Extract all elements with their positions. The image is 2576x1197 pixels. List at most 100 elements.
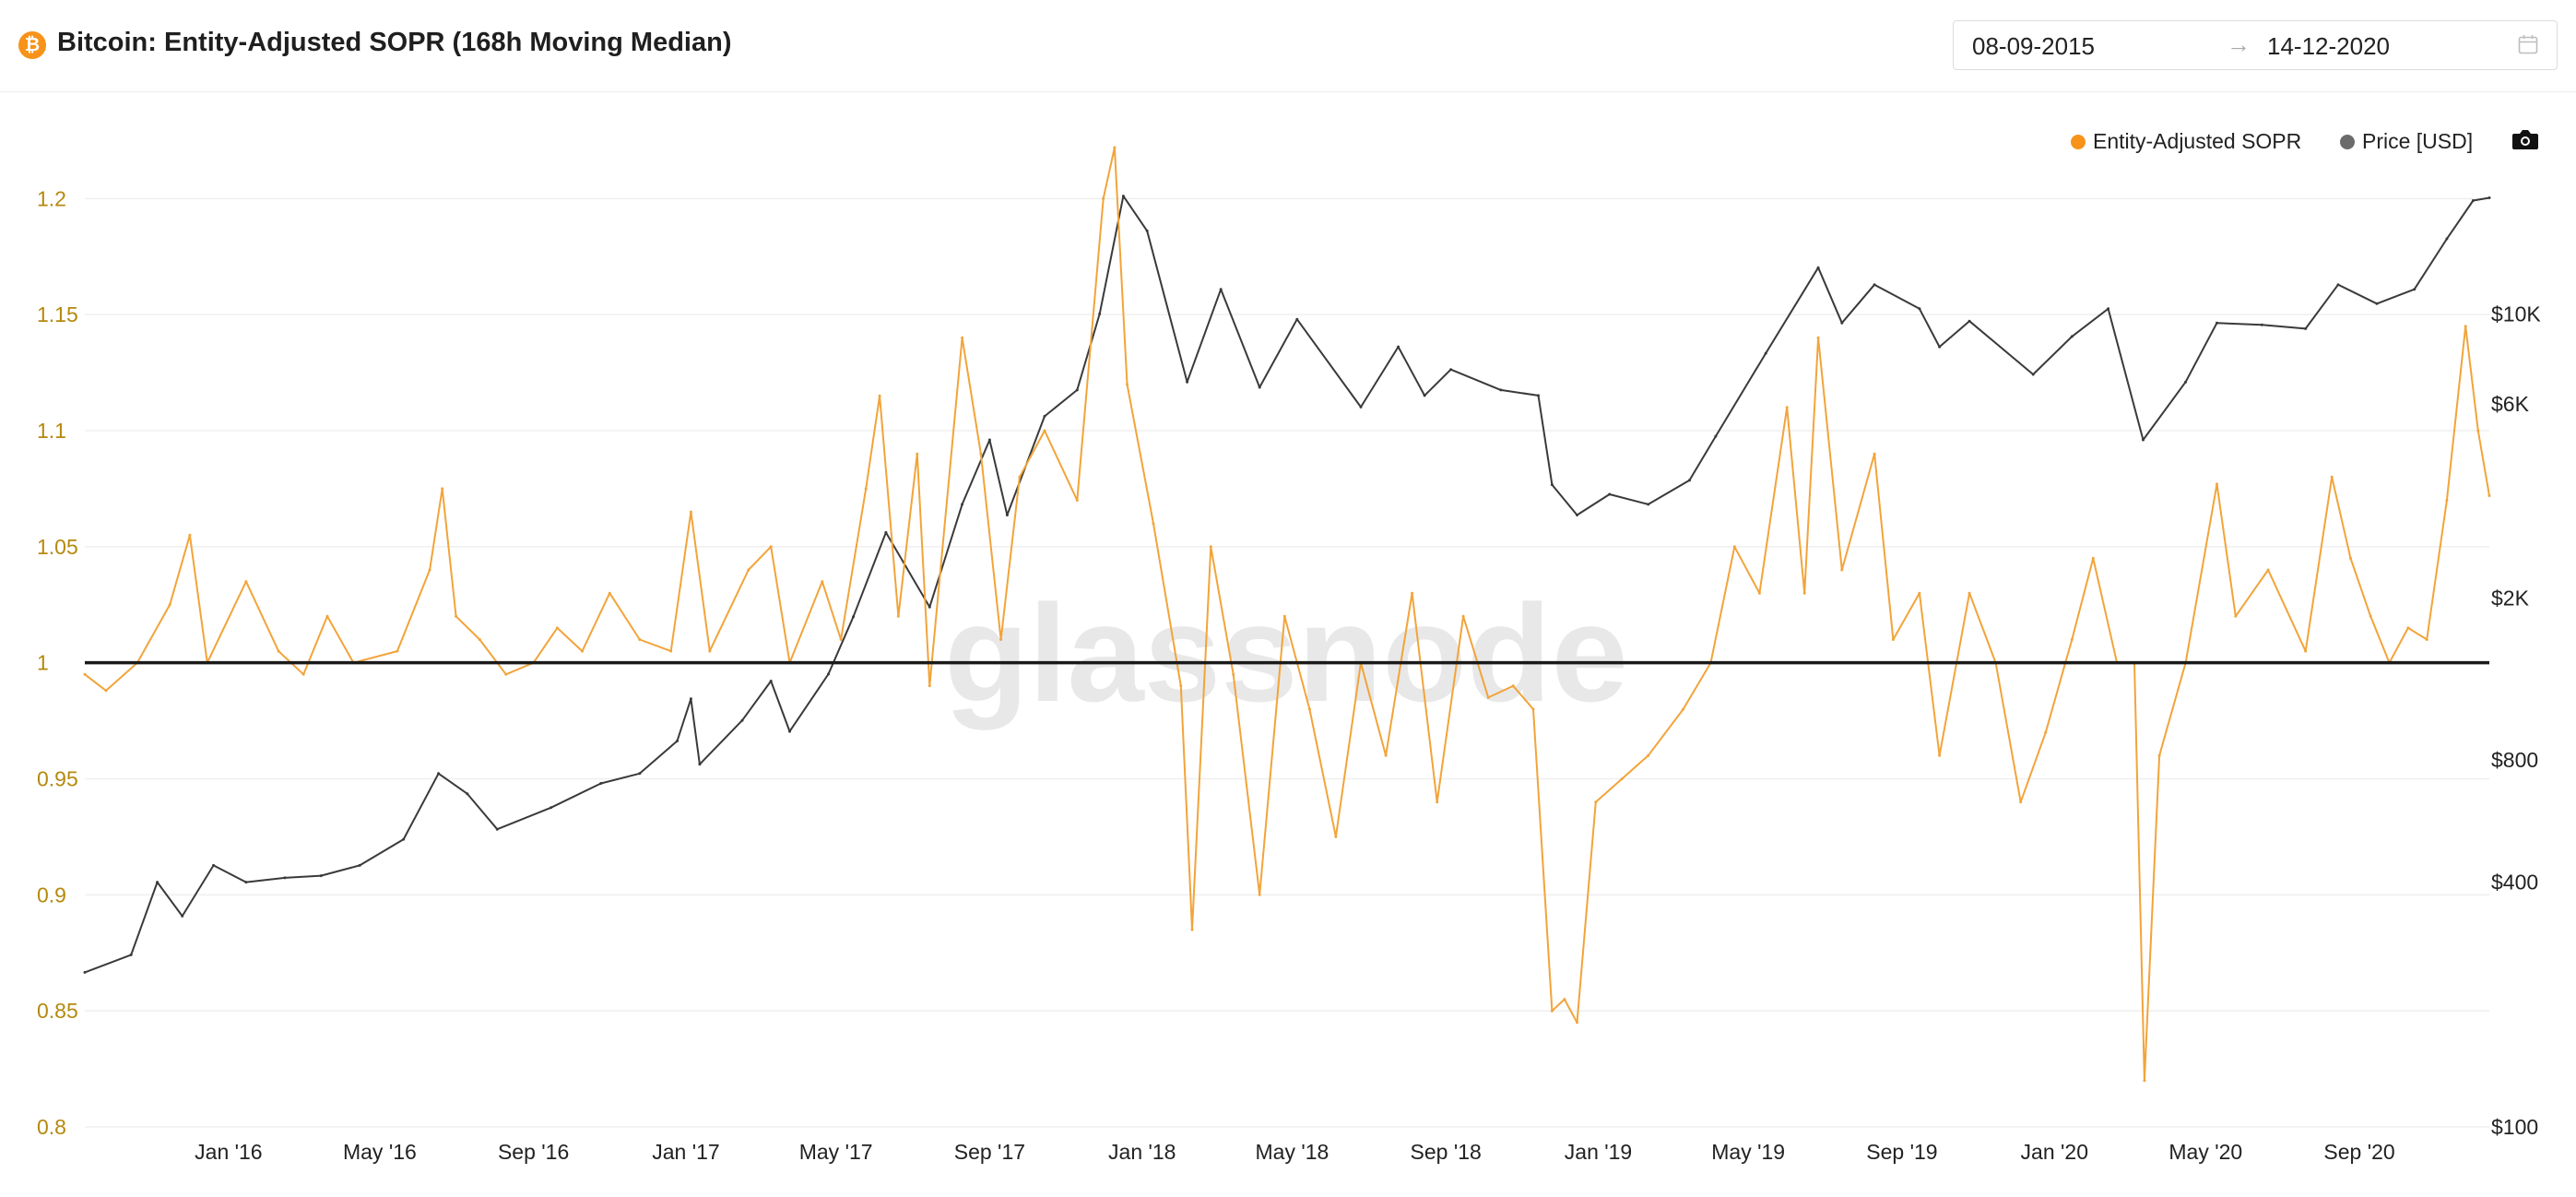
date-range-picker[interactable]: 08-09-2015 → 14-12-2020 bbox=[1953, 20, 2558, 70]
price-point bbox=[2487, 196, 2491, 199]
price-point bbox=[1938, 345, 1942, 349]
sopr-point bbox=[708, 649, 712, 653]
sopr-point bbox=[1550, 1009, 1554, 1013]
sopr-point bbox=[1967, 591, 1971, 595]
price-point bbox=[129, 953, 133, 956]
sopr-point bbox=[2091, 556, 2095, 560]
date-end-input[interactable]: 14-12-2020 bbox=[2267, 32, 2390, 60]
price-point bbox=[698, 763, 702, 766]
price-point bbox=[2471, 199, 2475, 202]
watermark: glassnode bbox=[944, 575, 1628, 730]
sopr-point bbox=[1594, 800, 1598, 804]
y-right-tick-label: $100 bbox=[2491, 1115, 2538, 1139]
price-point bbox=[2184, 380, 2188, 384]
sopr-point bbox=[821, 580, 824, 584]
sopr-point bbox=[2070, 638, 2074, 641]
sopr-point bbox=[1891, 638, 1895, 641]
date-start-input[interactable]: 08-09-2015 bbox=[1972, 32, 2095, 60]
sopr-point bbox=[928, 684, 931, 688]
legend-item-price[interactable]: Price [USD] bbox=[2340, 129, 2473, 154]
bitcoin-icon: ₿ bbox=[18, 31, 46, 59]
sopr-point bbox=[1531, 707, 1535, 711]
y-left-tick-label: 1.05 bbox=[37, 535, 78, 559]
sopr-point bbox=[2019, 800, 2023, 804]
price-point bbox=[1449, 368, 1453, 372]
price-point bbox=[1295, 317, 1299, 321]
sopr-point bbox=[1384, 753, 1388, 757]
sopr-point bbox=[2216, 482, 2218, 486]
x-tick-label: May '17 bbox=[799, 1140, 873, 1164]
price-point bbox=[1121, 195, 1125, 198]
x-tick-label: Jan '17 bbox=[652, 1140, 719, 1164]
price-point bbox=[2260, 323, 2263, 326]
sopr-point bbox=[1757, 591, 1761, 595]
sopr-point bbox=[1732, 545, 1736, 549]
price-point bbox=[884, 530, 888, 534]
x-tick-label: May '16 bbox=[343, 1140, 417, 1164]
legend-dot-sopr bbox=[2071, 135, 2086, 149]
y-left-tick-label: 1.1 bbox=[37, 419, 66, 443]
sopr-point bbox=[669, 649, 673, 653]
price-point bbox=[1423, 394, 1426, 397]
sopr-point bbox=[1436, 800, 1439, 804]
price-point bbox=[961, 503, 964, 506]
legend-item-sopr[interactable]: Entity-Adjusted SOPR bbox=[2071, 129, 2301, 154]
price-point bbox=[437, 772, 441, 776]
legend-label-sopr: Entity-Adjusted SOPR bbox=[2093, 129, 2302, 153]
price-point bbox=[83, 970, 87, 974]
sopr-point bbox=[608, 591, 611, 595]
x-tick-label: Jan '19 bbox=[1565, 1140, 1632, 1164]
x-tick-label: Jan '18 bbox=[1108, 1140, 1176, 1164]
legend-label-price: Price [USD] bbox=[2362, 129, 2474, 153]
sopr-point bbox=[504, 672, 508, 676]
arrow-right-icon: → bbox=[2227, 30, 2251, 58]
y-left-tick-label: 1.2 bbox=[37, 186, 66, 210]
price-point bbox=[1005, 514, 1009, 516]
sopr-point bbox=[1647, 753, 1650, 757]
y-right-tick-label: $6K bbox=[2491, 392, 2530, 416]
sopr-point bbox=[478, 638, 481, 641]
sopr-point bbox=[188, 533, 192, 537]
price-point bbox=[1145, 229, 1149, 232]
sopr-point bbox=[1209, 545, 1212, 549]
sopr-point bbox=[2304, 649, 2308, 653]
price-point bbox=[1537, 394, 1540, 397]
sopr-point bbox=[1785, 406, 1789, 409]
y-right-tick-label: $400 bbox=[2491, 871, 2538, 895]
sopr-point bbox=[1918, 591, 1921, 595]
price-point bbox=[740, 718, 744, 722]
y-left-tick-label: 1 bbox=[37, 651, 49, 675]
price-series bbox=[83, 195, 2491, 974]
y-axis-right: $100 $400 $800 $2K $6K $10K bbox=[2491, 302, 2541, 1139]
price-point bbox=[2336, 283, 2340, 287]
sopr-point bbox=[1840, 568, 1844, 572]
calendar-icon[interactable] bbox=[2518, 34, 2538, 54]
sopr-point bbox=[2369, 614, 2372, 618]
y-left-tick-label: 1.15 bbox=[37, 302, 78, 326]
sopr-point bbox=[1190, 928, 1194, 931]
price-point bbox=[1764, 351, 1767, 355]
sopr-point bbox=[1873, 452, 1876, 456]
price-point bbox=[1359, 405, 1363, 409]
price-point bbox=[1043, 414, 1046, 418]
camera-icon[interactable] bbox=[2511, 127, 2539, 151]
x-tick-label: May '20 bbox=[2168, 1140, 2242, 1164]
price-point bbox=[1098, 312, 1102, 315]
price-point bbox=[358, 863, 361, 867]
x-axis: Jan '16 May '16 Sep '16 Jan '17 May '17 Sep '… bbox=[195, 1140, 2395, 1164]
price-point bbox=[495, 827, 499, 831]
sopr-point bbox=[1043, 429, 1046, 433]
price-point bbox=[2304, 326, 2308, 330]
sopr-point bbox=[1179, 684, 1183, 688]
sopr-point bbox=[769, 545, 773, 549]
y-axis-left: 0.8 0.85 0.9 0.95 1 1.05 1.1 1.15 1.2 bbox=[37, 186, 78, 1139]
price-point bbox=[2413, 288, 2416, 291]
sopr-point bbox=[2234, 614, 2238, 618]
price-point bbox=[1688, 479, 1691, 482]
price-point bbox=[827, 672, 830, 676]
sopr-point bbox=[104, 689, 108, 693]
x-tick-label: Sep '20 bbox=[2323, 1140, 2394, 1164]
sopr-point bbox=[2425, 638, 2428, 641]
sopr-point bbox=[1576, 1021, 1578, 1025]
